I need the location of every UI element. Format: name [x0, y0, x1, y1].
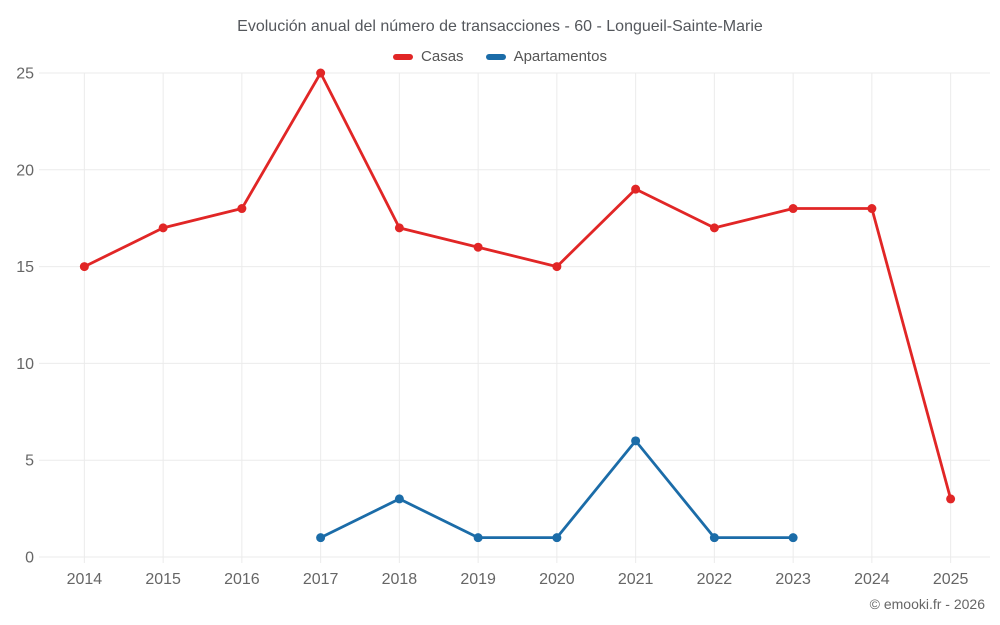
data-point-apartamentos-2019[interactable] — [473, 533, 483, 543]
series-line-casas — [82, 71, 953, 501]
legend-item-casas[interactable]: Casas — [393, 48, 464, 65]
data-point-apartamentos-2020[interactable] — [552, 533, 562, 543]
y-tick-label: 0 — [25, 550, 34, 567]
attribution: © emooki.fr - 2026 — [869, 596, 985, 612]
data-point-casas-2016[interactable] — [237, 204, 247, 214]
y-tick-label: 15 — [16, 259, 34, 276]
y-tick-label: 20 — [16, 162, 34, 179]
legend-swatch-apartamentos — [485, 53, 506, 60]
x-tick-label: 2016 — [224, 571, 260, 588]
y-tick-label: 10 — [16, 356, 34, 373]
data-point-casas-2020[interactable] — [552, 262, 562, 272]
data-point-casas-2015[interactable] — [158, 223, 168, 233]
data-point-apartamentos-2022[interactable] — [709, 533, 719, 543]
x-tick-label: 2015 — [145, 571, 181, 588]
x-tick-label: 2017 — [303, 571, 339, 588]
legend: Casas Apartamentos — [0, 48, 1000, 65]
chart-title: Evolución anual del número de transaccio… — [237, 18, 763, 35]
x-tick-label: 2025 — [933, 571, 969, 588]
legend-swatch-casas — [393, 53, 414, 60]
data-point-apartamentos-2021[interactable] — [631, 436, 641, 446]
data-point-apartamentos-2023[interactable] — [788, 533, 798, 543]
data-point-casas-2023[interactable] — [788, 204, 798, 214]
x-tick-label: 2020 — [539, 571, 575, 588]
x-tick-label: 2022 — [697, 571, 733, 588]
y-tick-label: 5 — [25, 453, 34, 470]
x-tick-label: 2024 — [854, 571, 890, 588]
data-point-casas-2022[interactable] — [709, 223, 719, 233]
y-tick-label: 25 — [16, 66, 34, 83]
x-tick-label: 2019 — [460, 571, 496, 588]
data-point-apartamentos-2018[interactable] — [394, 494, 404, 504]
data-point-casas-2021[interactable] — [631, 184, 641, 194]
data-point-apartamentos-2017[interactable] — [316, 533, 326, 543]
data-point-casas-2014[interactable] — [79, 262, 89, 272]
data-point-casas-2025[interactable] — [946, 494, 956, 504]
x-tick-label: 2014 — [67, 571, 103, 588]
x-tick-label: 2018 — [382, 571, 418, 588]
legend-item-apartamentos[interactable]: Apartamentos — [485, 48, 607, 65]
data-point-casas-2018[interactable] — [394, 223, 404, 233]
data-point-casas-2024[interactable] — [867, 204, 877, 214]
legend-label-casas: Casas — [421, 48, 464, 65]
legend-label-apartamentos: Apartamentos — [513, 48, 607, 65]
data-point-casas-2019[interactable] — [473, 242, 483, 252]
x-tick-label: 2023 — [775, 571, 811, 588]
data-point-casas-2017[interactable] — [316, 68, 326, 78]
x-tick-label: 2021 — [618, 571, 654, 588]
